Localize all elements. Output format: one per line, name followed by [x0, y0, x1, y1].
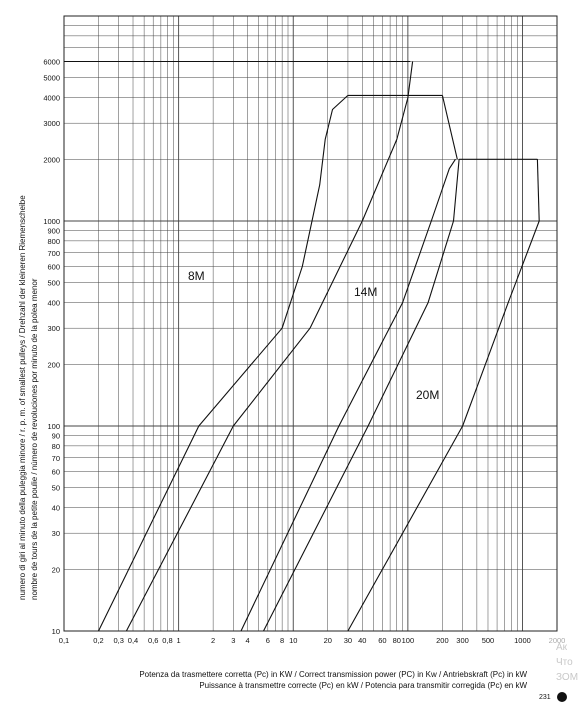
y-tick-label: 60: [52, 467, 60, 476]
y-tick-label: 200: [47, 360, 60, 369]
y-tick-label: 100: [47, 422, 60, 431]
y-tick-label: 5000: [43, 74, 60, 83]
x-tick-label: 0,8: [162, 636, 172, 645]
y-tick-label: 700: [47, 249, 60, 258]
x-axis-label-line-2: Puissance à transmettre correcte (Pc) en…: [199, 681, 527, 690]
y-tick-label: 400: [47, 299, 60, 308]
y-tick-label: 80: [52, 442, 60, 451]
x-tick-label: 0,3: [113, 636, 123, 645]
series-20m-cap-line: [536, 159, 540, 222]
y-axis-label-line-2: nombre de tours de la petite poulie / nú…: [30, 278, 39, 600]
x-tick-label: 60: [378, 636, 386, 645]
x-tick-label: 80: [393, 636, 401, 645]
x-tick-label: 200: [436, 636, 449, 645]
y-tick-label: 20: [52, 565, 60, 574]
y-tick-label: 2000: [43, 155, 60, 164]
plot-frame: [63, 15, 558, 632]
watermark-line-1: Ак: [556, 642, 568, 653]
x-tick-label: 10: [289, 636, 297, 645]
y-tick-label: 30: [52, 529, 60, 538]
y-tick-label: 3000: [43, 119, 60, 128]
x-tick-label: 3: [231, 636, 235, 645]
x-tick-label: 0,1: [59, 636, 69, 645]
annotation-8m: 8M: [188, 269, 205, 283]
x-tick-label: 30: [344, 636, 352, 645]
y-tick-label: 1000: [43, 217, 60, 226]
y-tick-label: 10: [52, 627, 60, 636]
y-axis-label-line-1: numero di giri al minuto della puleggia …: [18, 195, 27, 600]
y-tick-label: 4000: [43, 94, 60, 103]
x-tick-label: 4: [246, 636, 250, 645]
series-14m-right-line: [263, 159, 460, 632]
x-tick-label: 0,6: [148, 636, 158, 645]
x-tick-label: 100: [402, 636, 415, 645]
x-tick-label: 2: [211, 636, 215, 645]
series-8m-left-line: [98, 94, 349, 632]
series-14m-cap-line: [441, 95, 458, 160]
y-tick-label: 600: [47, 262, 60, 271]
x-tick-label: 2000: [549, 636, 566, 645]
page-number: 231: [539, 694, 551, 701]
series-14m-left-line: [240, 159, 456, 632]
x-tick-label: 300: [456, 636, 469, 645]
x-tick-label: 500: [482, 636, 495, 645]
y-tick-label: 70: [52, 454, 60, 463]
y-tick-label: 40: [52, 504, 60, 513]
y-axis-label: numero di giri al minuto della puleggia …: [16, 60, 50, 600]
x-tick-label: 0,2: [93, 636, 103, 645]
y-tick-label: 6000: [43, 57, 60, 66]
x-tick-label: 1: [177, 636, 181, 645]
watermark-line-2: Что: [556, 657, 573, 668]
x-tick-label: 20: [324, 636, 332, 645]
y-tick-label: 300: [47, 324, 60, 333]
watermark-line-3: ЗОМ: [556, 672, 579, 683]
annotation-14m: 14M: [354, 285, 377, 299]
annotation-20m: 20M: [416, 388, 439, 402]
x-tick-label: 6: [266, 636, 270, 645]
x-axis-label-line-1: Potenza da trasmettere corretta (Pc) in …: [139, 670, 527, 679]
x-tick-label: 1000: [514, 636, 531, 645]
series-20m-left-line: [347, 220, 540, 632]
y-tick-label: 50: [52, 484, 60, 493]
y-tick-label: 90: [52, 431, 60, 440]
y-tick-label: 900: [47, 226, 60, 235]
x-tick-label: 40: [358, 636, 366, 645]
y-tick-label: 500: [47, 279, 60, 288]
y-tick-label: 800: [47, 237, 60, 246]
page-marker-icon: [557, 692, 567, 702]
x-tick-label: 0,4: [128, 636, 138, 645]
series-8m-right-line: [125, 61, 414, 632]
x-tick-label: 8: [280, 636, 284, 645]
